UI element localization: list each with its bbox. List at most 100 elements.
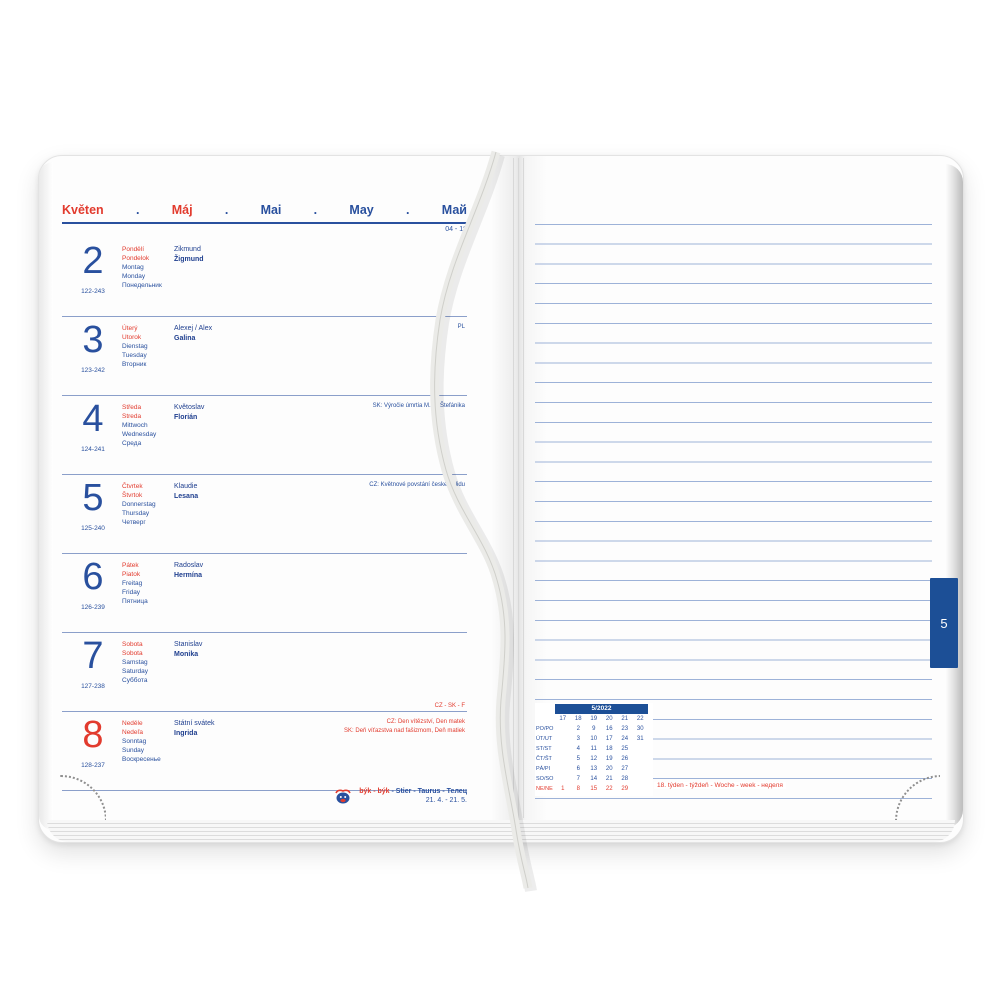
name-days: Alexej / Alex Galina xyxy=(174,324,212,343)
dotted-arc xyxy=(60,775,106,820)
date-cell: 6 xyxy=(576,766,580,772)
week-number: 19 xyxy=(590,716,598,722)
weekday-slovak: Nedeľa xyxy=(122,729,144,736)
day-number: 4 xyxy=(82,398,104,440)
nameday-slovak: Florián xyxy=(174,413,198,421)
date-cell: 10 xyxy=(590,736,598,742)
weekday-names: Úterý Utorok Dienstag Tuesday Вторник xyxy=(122,324,148,369)
day-of-year-counter: 125-240 xyxy=(81,525,105,532)
day-row: 5 125-240 Čtvrtek Štvrtok Donnerstag Thu… xyxy=(62,475,467,554)
date-cell: 12 xyxy=(590,756,598,762)
nameday-slovak: Lesana xyxy=(174,492,199,500)
weekday-english: Thursday xyxy=(122,510,150,517)
week-number: 17 xyxy=(559,716,567,722)
zodiac-names-other: - Stier - Taurus - Телец xyxy=(391,788,467,795)
week-number: 18 xyxy=(574,716,582,722)
weekday-abbrev: ST/ST xyxy=(536,746,552,752)
month-name: Май xyxy=(441,203,467,217)
weekday-czech: Sobota xyxy=(122,641,143,648)
week-number: 20 xyxy=(605,716,613,722)
weekday-czech: Pátek xyxy=(122,562,139,569)
mini-calendar-title: 5/2022 xyxy=(555,704,648,714)
weekday-russian: Пятница xyxy=(122,598,148,605)
right-page-notes: 5/2022 17 18 19 20 21 22 PO/PO 2 9 xyxy=(498,158,962,820)
ruled-lines xyxy=(535,205,932,801)
weekday-names: Pondělí Pondelok Montag Monday Понедельн… xyxy=(122,245,162,290)
day-of-year-counter: 122-243 xyxy=(81,288,105,295)
weekday-names: Středa Streda Mittwoch Wednesday Среда xyxy=(122,403,156,448)
weekday-russian: Понедельник xyxy=(122,282,162,289)
weekday-abbrev: NE/NE xyxy=(536,786,553,792)
weekday-abbrev: ÚT/UT xyxy=(536,736,553,742)
nameday-czech: Květoslav xyxy=(174,404,205,411)
taurus-bull-icon xyxy=(333,788,353,804)
date-cell: 25 xyxy=(621,746,629,752)
weekday-names: Neděle Nedeľa Sonntag Sunday Воскресенье xyxy=(122,719,161,764)
week-number-row: 17 18 19 20 21 22 xyxy=(535,714,653,724)
day-row: 4 124-241 Středa Streda Mittwoch Wednesd… xyxy=(62,396,467,475)
date-cell: 19 xyxy=(605,756,613,762)
nameday-czech: Státní svátek xyxy=(174,720,215,727)
date-cell: 3 xyxy=(576,736,580,742)
date-cell: 5 xyxy=(576,756,580,762)
zodiac-date-range: 21. 4. - 21. 5. xyxy=(425,797,467,804)
weekday-czech: Čtvrtek xyxy=(122,483,143,490)
month-name: . xyxy=(313,203,318,217)
left-cover-edge xyxy=(39,162,53,830)
month-thumb-tab: 5 xyxy=(930,578,958,668)
weekday-english: Sunday xyxy=(122,747,145,754)
week-number: 22 xyxy=(636,716,644,722)
mini-calendar: 5/2022 17 18 19 20 21 22 PO/PO 2 9 xyxy=(535,703,653,796)
day-of-year-counter: 123-242 xyxy=(81,367,105,374)
weekday-slovak: Sobota xyxy=(122,650,143,657)
calendar-row: PO/PO 2 9 16 23 30 xyxy=(535,724,653,734)
day-row: 6 126-239 Pátek Piatok Freitag Friday Пя… xyxy=(62,554,467,633)
day-note: SK: Výročie úmrtia M. R. Štefánika xyxy=(372,403,465,409)
month-name: . xyxy=(406,203,410,217)
holiday-country-codes: CZ - SK - F xyxy=(434,703,465,709)
date-cell: 23 xyxy=(621,726,629,732)
weekday-czech: Středa xyxy=(122,404,142,411)
zodiac-names: býk - býk - Stier - Taurus - Телец xyxy=(359,788,467,795)
day-row: 8 128-237 Neděle Nedeľa Sonntag Sunday В… xyxy=(62,703,467,791)
zodiac-text: býk - býk - Stier - Taurus - Телец 21. 4… xyxy=(359,787,467,805)
weekday-english: Saturday xyxy=(122,668,149,675)
weekday-german: Dienstag xyxy=(122,343,148,350)
day-number: 5 xyxy=(82,477,104,519)
weekday-english: Wednesday xyxy=(122,431,157,438)
date-cell: 15 xyxy=(590,786,598,792)
name-days: Radoslav Hermína xyxy=(174,561,203,580)
month-names-header: Květen . Máj . Mai . May . Май xyxy=(62,203,467,217)
nameday-slovak: Žigmund xyxy=(174,255,204,263)
weekday-abbrev: PO/PO xyxy=(536,726,554,732)
date-cell: 20 xyxy=(605,766,613,772)
weekday-german: Donnerstag xyxy=(122,501,156,508)
day-row: 2 122-243 Pondělí Pondelok Montag Monday… xyxy=(62,238,467,317)
date-cell: 30 xyxy=(636,726,644,732)
day-of-year-counter: 127-238 xyxy=(81,683,105,690)
calendar-row: ČT/ŠT 5 12 19 26 xyxy=(535,754,653,764)
calendar-row: NE/NE 1 8 15 22 29 xyxy=(535,784,653,794)
week-day-rows: 2 122-243 Pondělí Pondelok Montag Monday… xyxy=(62,238,467,791)
left-page-week-view: Květen . Máj . Mai . May . Май 04 - 18 xyxy=(38,158,498,820)
date-cell: 1 xyxy=(561,786,565,792)
calendar-row: PÁ/PI 6 13 20 27 xyxy=(535,764,653,774)
day-of-year-counter: 126-239 xyxy=(81,604,105,611)
dotted-arc xyxy=(895,775,940,820)
weekday-abbrev: PÁ/PI xyxy=(536,766,551,772)
date-cell: 24 xyxy=(621,736,629,742)
date-cell: 13 xyxy=(590,766,598,772)
day-note: PL xyxy=(457,324,465,330)
day-of-year-counter: 128-237 xyxy=(81,762,105,769)
weekday-russian: Среда xyxy=(122,440,142,447)
date-cell: 8 xyxy=(576,786,580,792)
date-cell: 9 xyxy=(592,726,596,732)
day-number: 8 xyxy=(82,714,104,756)
nameday-czech: Stanislav xyxy=(174,641,203,648)
day-number: 7 xyxy=(82,635,104,677)
month-name: Mai xyxy=(260,203,282,217)
date-cell: 27 xyxy=(621,766,629,772)
weekday-slovak: Štvrtok xyxy=(122,492,143,499)
day-of-year-counter: 124-241 xyxy=(81,446,105,453)
